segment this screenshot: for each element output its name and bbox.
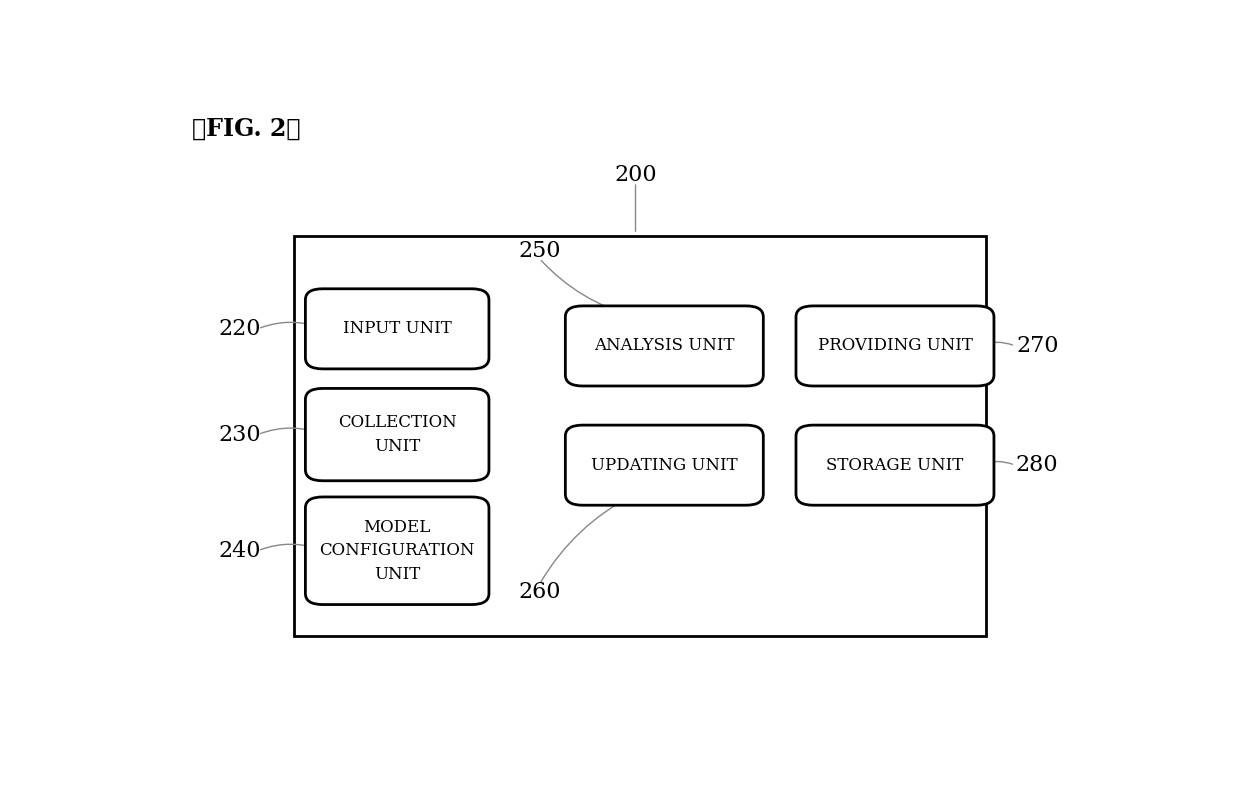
Text: 260: 260 [518,580,560,603]
FancyBboxPatch shape [796,425,994,505]
Text: PROVIDING UNIT: PROVIDING UNIT [817,337,972,354]
Text: UPDATING UNIT: UPDATING UNIT [591,457,738,474]
Text: 200: 200 [614,164,657,186]
FancyBboxPatch shape [565,425,764,505]
Text: 250: 250 [518,240,560,262]
FancyBboxPatch shape [305,388,489,480]
Text: INPUT UNIT: INPUT UNIT [342,320,451,337]
Text: 280: 280 [1016,454,1059,476]
FancyBboxPatch shape [305,497,489,604]
FancyBboxPatch shape [565,306,764,386]
Text: ANALYSIS UNIT: ANALYSIS UNIT [594,337,734,354]
Text: 【FIG. 2】: 【FIG. 2】 [191,117,300,141]
Text: COLLECTION
UNIT: COLLECTION UNIT [337,414,456,455]
Text: 230: 230 [218,423,260,445]
Text: MODEL
CONFIGURATION
UNIT: MODEL CONFIGURATION UNIT [320,518,475,583]
Text: 240: 240 [218,540,260,562]
FancyBboxPatch shape [305,289,489,369]
FancyBboxPatch shape [294,236,986,636]
FancyBboxPatch shape [796,306,994,386]
Text: STORAGE UNIT: STORAGE UNIT [826,457,963,474]
Text: 270: 270 [1016,335,1059,357]
Text: 220: 220 [218,318,260,340]
